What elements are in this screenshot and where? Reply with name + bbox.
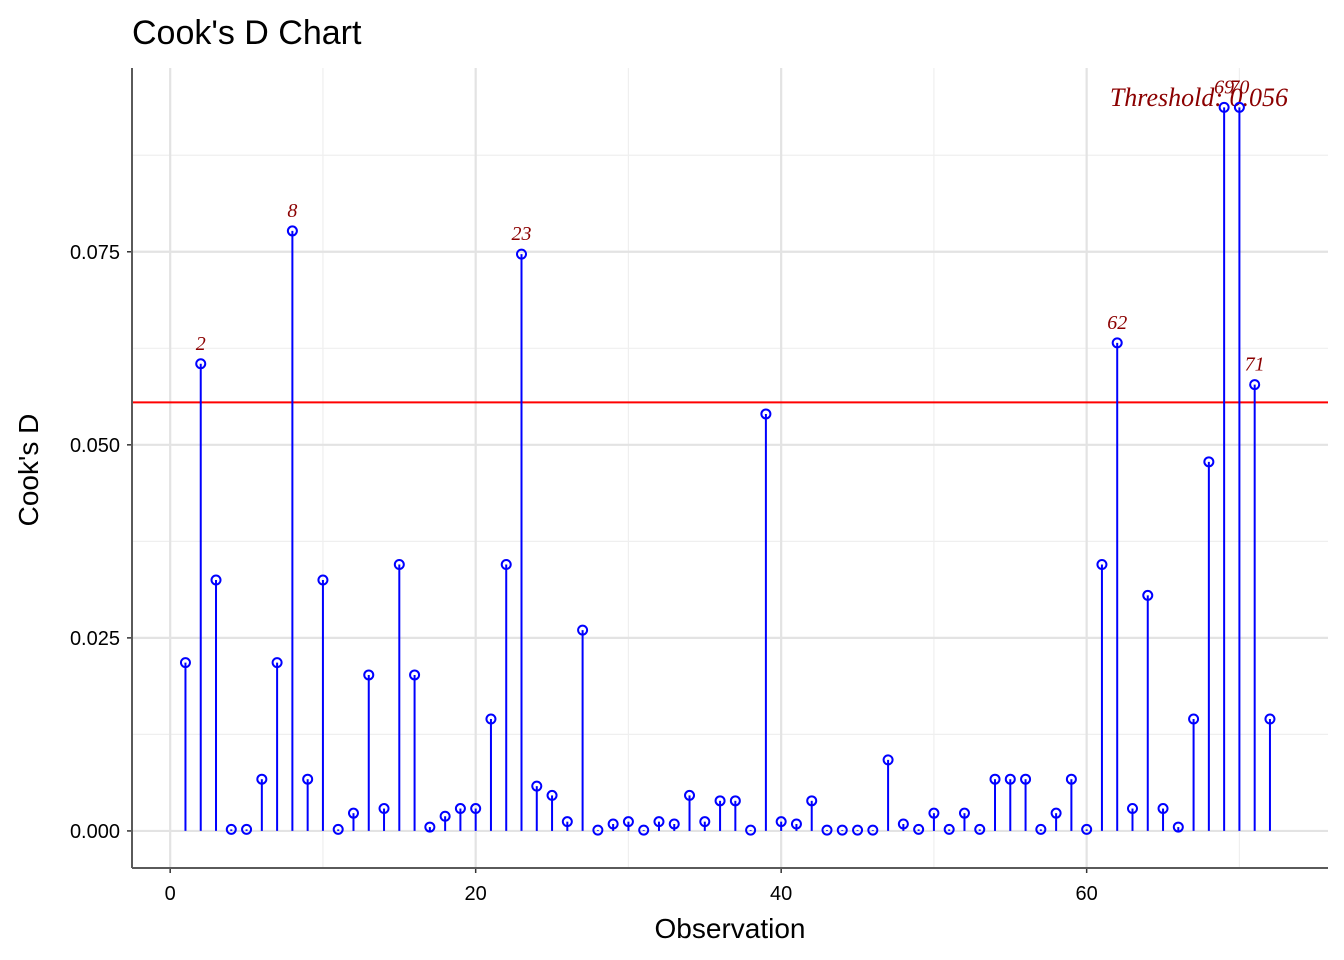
data-point (928, 807, 940, 819)
data-point (958, 807, 970, 819)
data-point (225, 823, 237, 835)
threshold-group: Threshold: 0.056 (132, 83, 1328, 404)
data-point (241, 823, 253, 835)
data-point (516, 248, 528, 260)
data-point (531, 780, 543, 792)
data-point (1264, 713, 1276, 725)
data-point (1249, 379, 1261, 391)
y-tick-label: 0.000 (70, 821, 120, 843)
point-annotation: 8 (287, 200, 297, 222)
x-axis-title: Observation (655, 913, 806, 944)
data-point (1050, 807, 1062, 819)
data-point (1203, 456, 1215, 468)
point-annotation: 71 (1245, 354, 1265, 376)
data-point (256, 773, 268, 785)
point-annotation: 70 (1229, 76, 1249, 98)
data-point (1081, 823, 1093, 835)
data-point (577, 624, 589, 636)
data-point (1142, 589, 1154, 601)
stem-series (184, 107, 1271, 831)
data-point (989, 773, 1001, 785)
data-point (302, 773, 314, 785)
data-point (867, 824, 879, 836)
data-point (913, 823, 925, 835)
data-point (729, 795, 741, 807)
chart-title: Cook's D Chart (132, 14, 362, 52)
data-point (332, 823, 344, 835)
x-tick-label: 40 (770, 883, 792, 905)
data-point (485, 713, 497, 725)
point-series (179, 101, 1276, 836)
point-annotation: 23 (512, 223, 532, 245)
data-point (699, 816, 711, 828)
data-point (974, 823, 986, 835)
grid-lines (132, 68, 1328, 868)
data-point (836, 824, 848, 836)
data-point (393, 559, 405, 571)
data-point (195, 358, 207, 370)
data-point (684, 789, 696, 801)
data-point (653, 816, 665, 828)
data-point (470, 803, 482, 815)
data-point (592, 824, 604, 836)
y-tick-label: 0.050 (70, 435, 120, 457)
data-point (210, 574, 222, 586)
data-point (561, 816, 573, 828)
data-point (1111, 337, 1123, 349)
data-point (760, 408, 772, 420)
data-point (500, 559, 512, 571)
data-point (1004, 773, 1016, 785)
data-point (668, 818, 680, 830)
data-point (806, 795, 818, 807)
point-annotation: 69 (1214, 76, 1234, 98)
data-point (546, 789, 558, 801)
data-point (1035, 823, 1047, 835)
data-point (852, 824, 864, 836)
data-point (1126, 803, 1138, 815)
data-point (622, 816, 634, 828)
data-point (638, 824, 650, 836)
data-point (1157, 803, 1169, 815)
x-tick-label: 20 (465, 883, 487, 905)
data-point (317, 574, 329, 586)
data-point (1172, 821, 1184, 833)
axes: 0 20 40 60 0.000 0.025 0.050 0.075 (70, 68, 1328, 905)
y-tick-label: 0.075 (70, 242, 120, 264)
data-point (378, 803, 390, 815)
data-point (1065, 773, 1077, 785)
data-point (790, 818, 802, 830)
data-point (347, 807, 359, 819)
data-point (1188, 713, 1200, 725)
data-point (424, 821, 436, 833)
data-point (179, 657, 191, 669)
data-point (286, 225, 298, 237)
data-point (714, 795, 726, 807)
data-point (1218, 101, 1230, 113)
threshold-label: Threshold: 0.056 (1110, 83, 1288, 112)
data-point (1233, 101, 1245, 113)
y-axis-title: Cook's D (13, 414, 44, 527)
data-point (745, 824, 757, 836)
x-tick-label: 0 (165, 883, 176, 905)
x-tick-label: 60 (1076, 883, 1098, 905)
data-point (454, 803, 466, 815)
data-point (882, 754, 894, 766)
data-point (1096, 559, 1108, 571)
y-tick-label: 0.025 (70, 628, 120, 650)
data-point (1020, 773, 1032, 785)
data-point (775, 816, 787, 828)
data-point (897, 818, 909, 830)
data-point (943, 823, 955, 835)
data-point (363, 669, 375, 681)
data-point (607, 818, 619, 830)
point-annotation: 62 (1107, 312, 1127, 334)
data-point (821, 824, 833, 836)
data-point (409, 669, 421, 681)
point-annotation: 2 (196, 333, 206, 355)
data-point (439, 810, 451, 822)
data-point (271, 657, 283, 669)
